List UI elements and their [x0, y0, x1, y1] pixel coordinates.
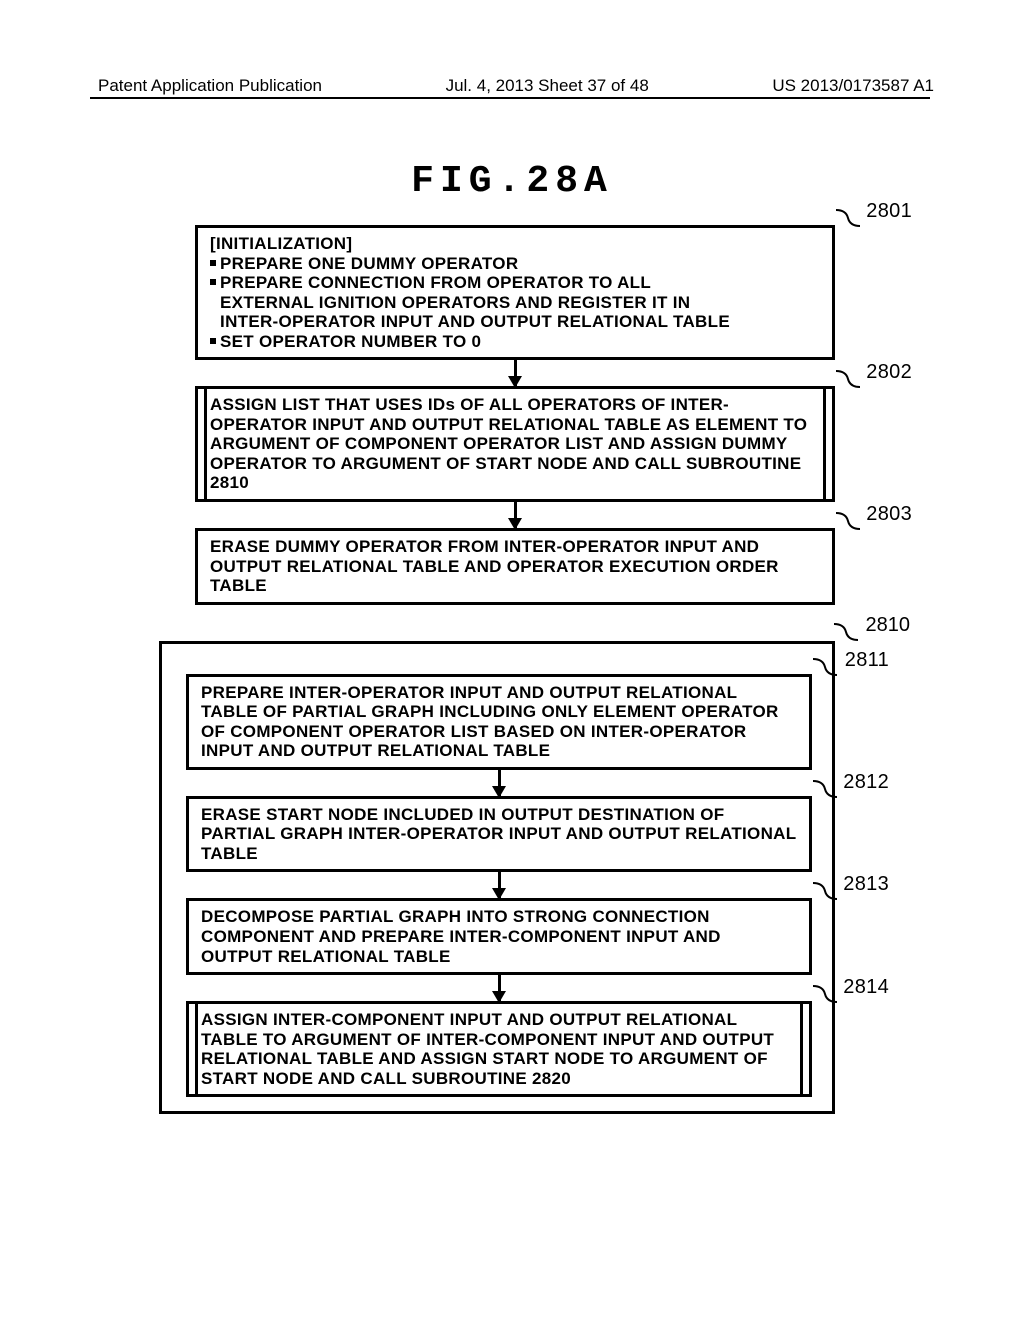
box-2803: 2803 ERASE DUMMY OPERATOR FROM INTER-OPE…: [195, 528, 835, 605]
connector: [186, 975, 812, 1001]
label-tick-icon: [834, 369, 862, 389]
box-label: 2814: [843, 976, 889, 999]
label-tick-icon: [811, 779, 839, 799]
box-label: 2812: [843, 771, 889, 794]
box-2802: 2802 ASSIGN LIST THAT USES IDs OF ALL OP…: [195, 386, 835, 502]
box-label: 2802: [866, 361, 912, 384]
box-label: 2803: [866, 503, 912, 526]
header-divider: [90, 97, 930, 99]
box-content: ASSIGN LIST THAT USES IDs OF ALL OPERATO…: [210, 395, 820, 493]
init-line-2: PREPARE CONNECTION FROM OPERATOR TO ALL …: [210, 273, 820, 332]
label-tick-icon: [811, 984, 839, 1004]
box-content: ERASE DUMMY OPERATOR FROM INTER-OPERATOR…: [210, 537, 820, 596]
init-line-3: SET OPERATOR NUMBER TO 0: [210, 332, 820, 352]
box-label: 2811: [845, 649, 889, 672]
box-2814: 2814 ASSIGN INTER-COMPONENT INPUT AND OU…: [186, 1001, 812, 1097]
connector: [195, 502, 835, 528]
page: Patent Application Publication Jul. 4, 2…: [0, 0, 1024, 1320]
box-content: PREPARE INTER-OPERATOR INPUT AND OUTPUT …: [201, 683, 797, 761]
figure-title: FIG.28A: [0, 160, 1024, 203]
box-label: 2810: [866, 614, 911, 637]
subroutine-frame-2810: 2810 2811 PREPARE INTER-OPERATOR INPUT A…: [159, 641, 835, 1115]
label-tick-icon: [832, 622, 860, 642]
box-content: ASSIGN INTER-COMPONENT INPUT AND OUTPUT …: [201, 1010, 797, 1088]
box-2811: 2811 PREPARE INTER-OPERATOR INPUT AND OU…: [186, 674, 812, 770]
header-right: US 2013/0173587 A1: [772, 76, 934, 96]
box-2813: 2813 DECOMPOSE PARTIAL GRAPH INTO STRONG…: [186, 898, 812, 975]
label-tick-icon: [811, 657, 839, 677]
connector: [195, 360, 835, 386]
page-header: Patent Application Publication Jul. 4, 2…: [0, 76, 1024, 96]
box-2812: 2812 ERASE START NODE INCLUDED IN OUTPUT…: [186, 796, 812, 873]
init-header: [INITIALIZATION]: [210, 234, 820, 254]
box-content: ERASE START NODE INCLUDED IN OUTPUT DEST…: [201, 805, 797, 864]
label-tick-icon: [834, 511, 862, 531]
flowchart: 2801 [INITIALIZATION] PREPARE ONE DUMMY …: [195, 225, 835, 1114]
label-tick-icon: [811, 881, 839, 901]
box-label: 2813: [843, 873, 889, 896]
label-tick-icon: [834, 208, 862, 228]
init-line-1: PREPARE ONE DUMMY OPERATOR: [210, 254, 820, 274]
connector: [186, 872, 812, 898]
box-content: DECOMPOSE PARTIAL GRAPH INTO STRONG CONN…: [201, 907, 797, 966]
box-2801: 2801 [INITIALIZATION] PREPARE ONE DUMMY …: [195, 225, 835, 360]
header-center: Jul. 4, 2013 Sheet 37 of 48: [446, 76, 649, 96]
connector: [186, 770, 812, 796]
box-label: 2801: [866, 200, 912, 223]
box-content: [INITIALIZATION] PREPARE ONE DUMMY OPERA…: [210, 234, 820, 351]
header-left: Patent Application Publication: [98, 76, 322, 96]
